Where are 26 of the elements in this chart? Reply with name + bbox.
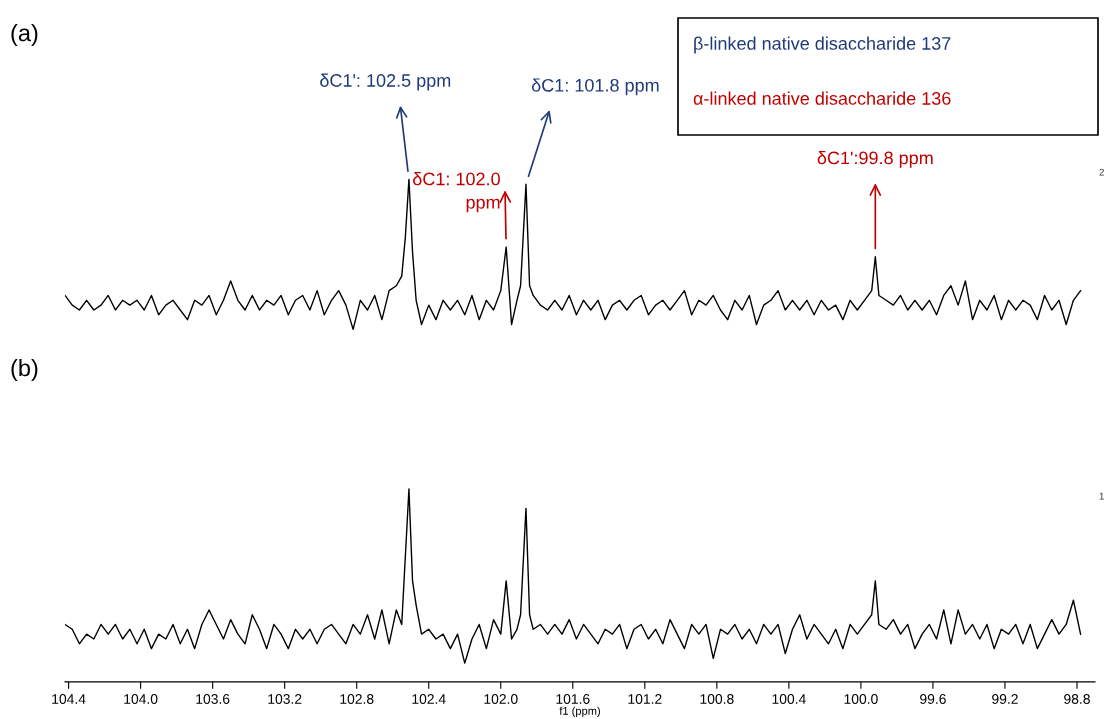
x-tick-label: 104.4 <box>52 694 86 704</box>
annotation: δC1: 101.8 ppm <box>531 78 659 96</box>
x-axis-title: f1 (ppm) <box>559 706 600 717</box>
x-tick-label: 98.8 <box>1064 694 1090 704</box>
x-tick-label: 103.2 <box>268 694 302 704</box>
x-tick-label: 102.8 <box>340 694 374 704</box>
x-tick-label: 104.0 <box>124 694 158 704</box>
x-tick-label: 99.2 <box>992 694 1018 704</box>
text: 2 <box>1099 168 1104 176</box>
x-tick-label: 101.6 <box>556 694 590 704</box>
x-tick-label: 102.0 <box>484 694 518 704</box>
x-tick-label: 101.2 <box>628 694 662 704</box>
text: (a) <box>11 24 38 46</box>
x-tick-label: 99.6 <box>920 694 946 704</box>
x-tick-label: 100.0 <box>844 694 878 704</box>
text: β-linked native disaccharide 137 <box>694 36 951 54</box>
x-tick-label: 100.4 <box>772 694 806 704</box>
annotation: δC1':99.8 ppm <box>817 151 933 168</box>
text: α-linked native disaccharide 136 <box>693 91 951 105</box>
x-tick-label: 103.6 <box>196 694 230 704</box>
x-tick-label: 102.4 <box>412 694 446 704</box>
annotation: δC1: 102.0 ppm <box>413 172 500 213</box>
text: 1 <box>1099 492 1104 500</box>
annotation: δC1': 102.5 ppm <box>320 73 451 91</box>
text: (b) <box>11 358 38 381</box>
x-tick-label: 100.8 <box>700 694 734 704</box>
